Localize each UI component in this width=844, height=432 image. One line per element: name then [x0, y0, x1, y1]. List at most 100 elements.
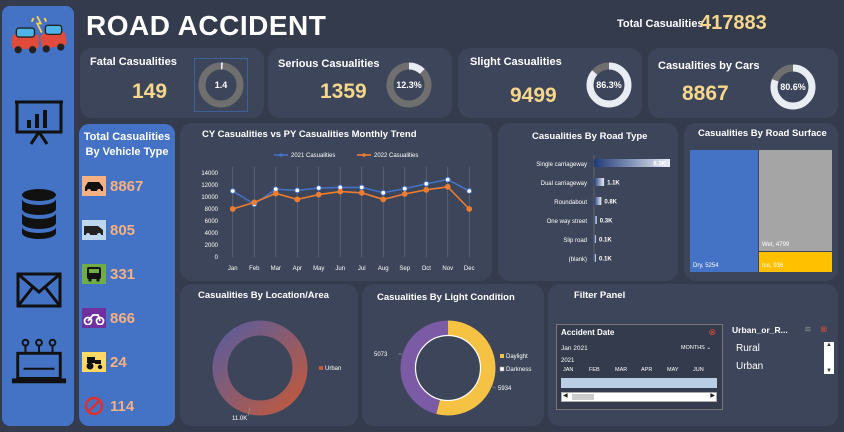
period-selector[interactable]: MONTHS ⌄: [681, 345, 711, 351]
mail-icon[interactable]: [10, 268, 68, 312]
total-casualities-label: Total Casualities: [617, 18, 704, 30]
road-surface-card: Casualities By Road Surface Dry, 5254 We…: [684, 123, 838, 281]
kpi-label: Serious Casualities: [278, 58, 380, 70]
series-line: [232, 185, 470, 210]
road-type-bar: [594, 216, 597, 224]
data-point: [294, 187, 301, 194]
data-point: [229, 206, 236, 212]
no-entry-icon: [82, 396, 106, 416]
slicer-body: Jan 2021 MONTHS ⌄ 2021 JAN FEB MAR APR MAY JU…: [557, 341, 722, 409]
x-tick-label: Aug: [378, 266, 389, 272]
vehicle-value: 805: [110, 221, 136, 239]
vehicle-value: 114: [110, 397, 135, 415]
y-tick-label: 0: [215, 255, 219, 261]
car-crash-icon: [10, 10, 68, 66]
period-label: MONTHS: [681, 345, 705, 351]
location-title: Casualities By Location/Area: [198, 290, 329, 301]
monthly-trend-title: CY Casualities vs PY Casualities Monthly…: [202, 129, 417, 140]
kpi-donut-arc: [386, 62, 432, 108]
scroll-left-icon[interactable]: ◀: [563, 393, 568, 399]
timeline-scrollbar[interactable]: ◀ ▶: [561, 392, 717, 402]
data-point: [358, 189, 365, 196]
road-type-bar: [594, 254, 596, 262]
data-point: [272, 190, 279, 197]
timeline-bar[interactable]: [561, 378, 717, 388]
month-label[interactable]: FEB: [589, 367, 600, 373]
light-condition-card: Casualities By Light Condition 5073 5934…: [362, 284, 544, 426]
slicer-option-rural[interactable]: Rural: [736, 343, 760, 354]
kpi-card-cars: Casualities by Cars 8867 80.6%: [648, 48, 838, 118]
data-point: [358, 184, 365, 191]
month-label[interactable]: APR: [641, 367, 653, 373]
accident-date-slicer[interactable]: Accident Date ⊗ Jan 2021 MONTHS ⌄ 2021 J…: [556, 324, 723, 410]
kpi-label: Slight Casualities: [470, 56, 562, 68]
database-icon[interactable]: [10, 186, 68, 242]
road-surface-title: Casualities By Road Surface: [698, 128, 827, 139]
sidebar: [2, 6, 74, 426]
road-type-bar: [594, 159, 670, 167]
x-tick-label: May: [313, 266, 324, 272]
vehicle-type-panel: Total Casualities By Vehicle Type 8867 8…: [79, 124, 175, 426]
bus-icon: [82, 264, 106, 284]
month-label[interactable]: MAR: [615, 367, 628, 373]
x-tick-label: Dec: [464, 266, 475, 272]
kpi-value: 149: [132, 80, 168, 103]
kpi-donut-arc: [770, 64, 816, 110]
y-tick-label: 4000: [205, 231, 219, 237]
road-type-category: Roundabout: [554, 200, 587, 206]
scroll-thumb[interactable]: [572, 394, 594, 400]
kpi-value: 9499: [510, 84, 557, 107]
vehicle-value: 866: [110, 309, 136, 327]
month-timeline[interactable]: JAN FEB MAR APR MAY JUN: [561, 367, 717, 377]
clear-filter-icon[interactable]: ⊗: [708, 327, 716, 337]
filter-panel: Filter Panel Accident Date ⊗ Jan 2021 MO…: [548, 284, 838, 426]
light-legend-darkness: Darkness: [506, 367, 531, 373]
legend-marker: [362, 153, 366, 157]
location-legend-label: Urban: [325, 366, 341, 372]
road-type-category: Dual carriageway: [541, 181, 587, 187]
vehicle-type-title-line2: By Vehicle Type: [85, 146, 169, 158]
road-type-category: One way street: [547, 219, 588, 225]
surface-cell-ice: Ice, 936: [759, 252, 832, 272]
monthly-trend-chart: 2021 Casualities 2022 Casualities 14000 12…: [201, 153, 475, 272]
scroll-right-icon[interactable]: ▶: [710, 393, 715, 399]
month-label[interactable]: JAN: [563, 367, 574, 373]
data-point: [444, 183, 451, 190]
month-label[interactable]: JUN: [693, 367, 704, 373]
kpi-donut-arc: [586, 62, 632, 108]
surface-cell-label: Wet, 4799: [762, 242, 790, 248]
kpi-donut-label: 86.3%: [596, 80, 622, 90]
trend-y-axis: 14000 12000 10000 8000 6000 4000 2000 0: [201, 171, 218, 261]
scroll-down-icon[interactable]: ▼: [826, 368, 832, 374]
vehicle-value: 331: [110, 265, 136, 283]
legend-label: 2022 Casualities: [374, 153, 418, 159]
x-tick-label: Jul: [358, 266, 366, 272]
kpi-card-fatal: Fatal Casualities 149 1.4: [80, 48, 264, 118]
x-tick-label: Jun: [335, 266, 345, 272]
kpi-card-serious: Serious Casualities 1359 12.3%: [268, 48, 452, 118]
urban-rural-slicer[interactable]: Urban_or_R... ≋ ⊗ Rural Urban ▲ ▼: [732, 324, 834, 384]
month-label[interactable]: MAY: [667, 367, 679, 373]
scroll-up-icon[interactable]: ▲: [826, 342, 832, 348]
multi-select-icon[interactable]: ≋: [804, 324, 812, 334]
road-type-bar: [594, 197, 602, 205]
slicer-scrollbar[interactable]: ▲ ▼: [824, 342, 834, 374]
vehicle-row-other: 114: [82, 396, 134, 416]
laptop-network-icon[interactable]: [10, 336, 68, 388]
location-donut-chart: 11.0K Urban: [212, 320, 341, 422]
presentation-icon[interactable]: [10, 98, 68, 146]
vehicle-value: 24: [110, 353, 127, 371]
data-point: [380, 196, 387, 203]
x-tick-label: Apr: [293, 266, 302, 272]
clear-filter-icon[interactable]: ⊗: [820, 324, 828, 334]
x-tick-label: Feb: [249, 266, 260, 272]
vehicle-row-motorcycle: 866: [82, 308, 135, 328]
slicer-option-urban[interactable]: Urban: [736, 361, 764, 372]
road-type-bar: [594, 235, 596, 243]
data-point: [315, 191, 322, 198]
data-point: [294, 196, 301, 203]
road-type-value-label: 0.1K: [599, 238, 612, 244]
data-point: [229, 188, 236, 194]
data-point: [401, 185, 408, 192]
